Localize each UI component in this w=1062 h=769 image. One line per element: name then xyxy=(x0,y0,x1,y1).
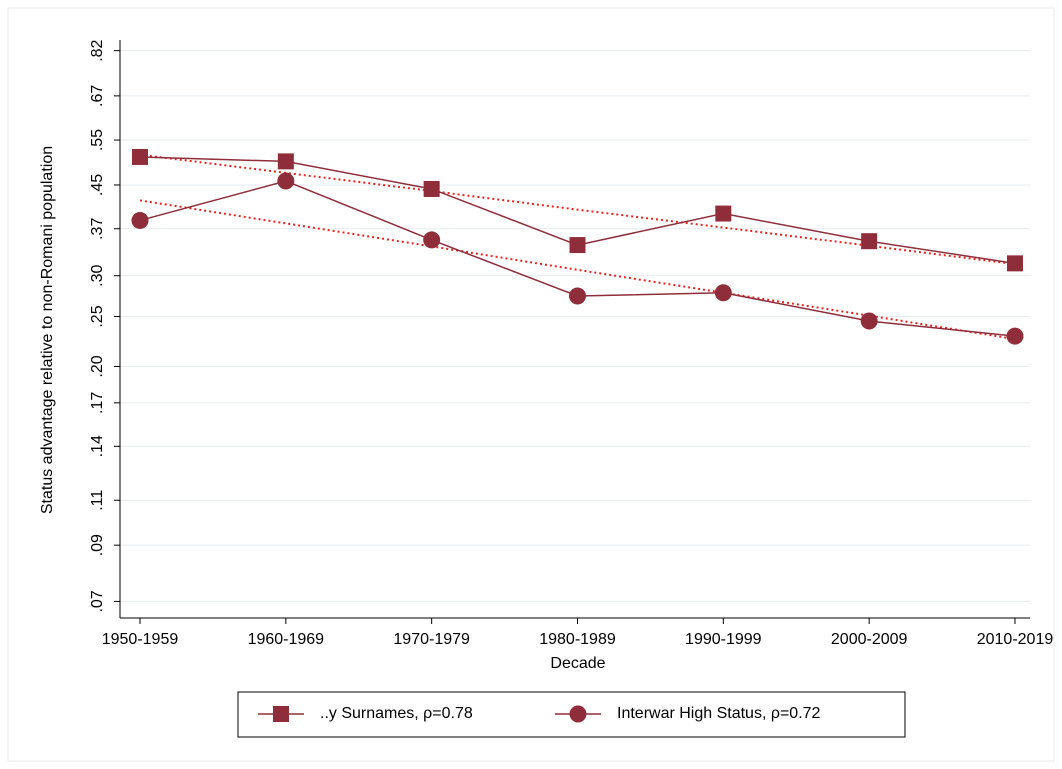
y-axis-title: Status advantage relative to non-Romani … xyxy=(39,146,56,514)
legend-label: Interwar High Status, ρ=0.72 xyxy=(617,705,821,722)
marker xyxy=(132,148,148,165)
y-tick-label: .09 xyxy=(89,534,106,556)
y-tick-label: .25 xyxy=(89,305,106,327)
marker xyxy=(423,231,441,249)
marker xyxy=(423,180,440,197)
y-tick-label: .55 xyxy=(89,129,106,151)
y-tick-label: .17 xyxy=(89,392,106,414)
marker xyxy=(714,284,732,302)
x-tick-label: 1950-1959 xyxy=(102,631,179,648)
x-tick-label: 1990-1999 xyxy=(685,631,762,648)
y-tick-label: .07 xyxy=(89,590,106,612)
y-tick-label: .67 xyxy=(89,85,106,107)
y-tick-label: .30 xyxy=(89,264,106,286)
marker xyxy=(1006,327,1024,345)
legend-marker xyxy=(273,706,289,722)
y-tick-label: .11 xyxy=(89,490,106,511)
y-tick-label: .45 xyxy=(89,174,106,196)
x-tick-label: 2010-2019 xyxy=(977,631,1054,648)
frame xyxy=(7,7,1055,762)
x-tick-label: 1980-1989 xyxy=(539,631,616,648)
x-axis-title: Decade xyxy=(550,655,605,672)
x-tick-label: 1970-1979 xyxy=(393,631,470,648)
marker xyxy=(715,205,732,222)
marker xyxy=(860,312,878,330)
marker xyxy=(861,233,878,250)
marker xyxy=(568,287,586,305)
legend-label: ..y Surnames, ρ=0.78 xyxy=(320,705,473,722)
y-tick-label: .20 xyxy=(89,355,106,377)
x-tick-label: 2000-2009 xyxy=(831,631,908,648)
marker xyxy=(569,237,586,254)
legend-marker xyxy=(569,705,587,723)
x-tick-label: 1960-1969 xyxy=(248,631,325,648)
marker xyxy=(277,153,294,170)
y-tick-label: .14 xyxy=(89,435,106,457)
y-tick-label: .82 xyxy=(89,39,106,61)
y-tick-label: .37 xyxy=(89,218,106,240)
marker xyxy=(1006,255,1023,272)
marker xyxy=(277,172,295,190)
marker xyxy=(131,211,149,229)
